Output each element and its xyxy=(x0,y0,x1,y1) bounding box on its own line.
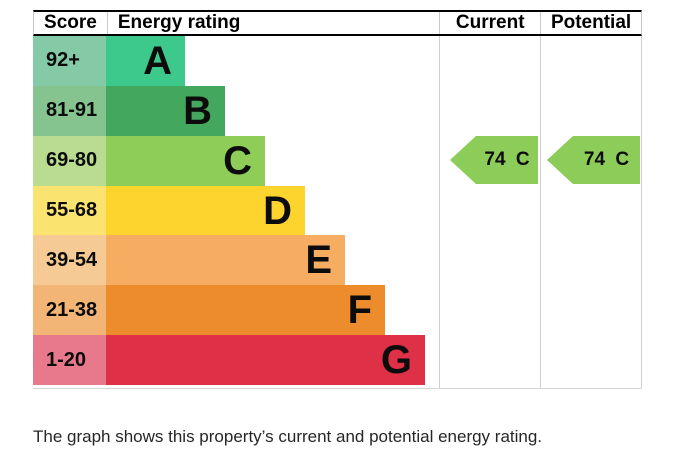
band-score-range: 69-80 xyxy=(33,135,106,186)
band-score-range: 55-68 xyxy=(33,185,106,236)
band-score-range: 81-91 xyxy=(33,85,106,136)
band-bar: E xyxy=(106,235,345,286)
band-letter: E xyxy=(305,238,332,283)
band-score-range: 21-38 xyxy=(33,285,106,336)
chart-caption: The graph shows this property’s current … xyxy=(33,427,543,446)
current-rating-arrow: 74 C xyxy=(450,136,538,184)
epc-band-row: 21-38 F xyxy=(33,285,433,336)
grid-line-vertical-right-edge xyxy=(641,36,642,388)
epc-bands: 92+ A 81-91 B 69-80 C 55-68 D 39-54 xyxy=(33,36,433,386)
potential-rating-value: 74 C xyxy=(583,149,630,170)
band-score-range: 1-20 xyxy=(33,335,106,386)
band-score-range: 92+ xyxy=(33,36,106,86)
epc-band-row: 69-80 C xyxy=(33,135,433,186)
grid-line-vertical-left-of-current xyxy=(439,36,440,388)
band-score-range: 39-54 xyxy=(33,235,106,286)
band-letter: B xyxy=(183,88,212,133)
epc-band-row: 1-20 G xyxy=(33,335,433,386)
grid-line-vertical-between-current-potential xyxy=(540,36,541,388)
band-letter: G xyxy=(380,338,412,383)
potential-column-header: Potential xyxy=(540,12,641,34)
epc-band-row: 81-91 B xyxy=(33,85,433,136)
band-letter: C xyxy=(223,138,252,183)
band-letter: F xyxy=(347,288,372,333)
band-bar: F xyxy=(106,285,385,336)
left-pointing-arrow-icon xyxy=(450,136,538,184)
potential-rating-arrow: 74 C xyxy=(547,136,640,184)
band-letter: D xyxy=(263,188,292,233)
epc-band-row: 55-68 D xyxy=(33,185,433,236)
left-pointing-arrow-icon xyxy=(547,136,640,184)
band-bar: G xyxy=(106,335,425,386)
energy-rating-column-header: Energy rating xyxy=(106,12,439,34)
epc-band-row: 39-54 E xyxy=(33,235,433,286)
band-bar: C xyxy=(106,135,265,186)
band-bar: D xyxy=(106,185,305,236)
chart-header-row: Score Energy rating Current Potential xyxy=(33,10,642,36)
band-bar: A xyxy=(106,36,185,86)
band-letter: A xyxy=(143,38,172,83)
current-rating-value: 74 C xyxy=(484,149,530,170)
epc-band-row: 92+ A xyxy=(33,36,433,86)
grid-line-bottom xyxy=(33,388,642,389)
current-column-header: Current xyxy=(439,12,540,34)
band-bar: B xyxy=(106,85,225,136)
score-column-header: Score xyxy=(44,12,97,33)
